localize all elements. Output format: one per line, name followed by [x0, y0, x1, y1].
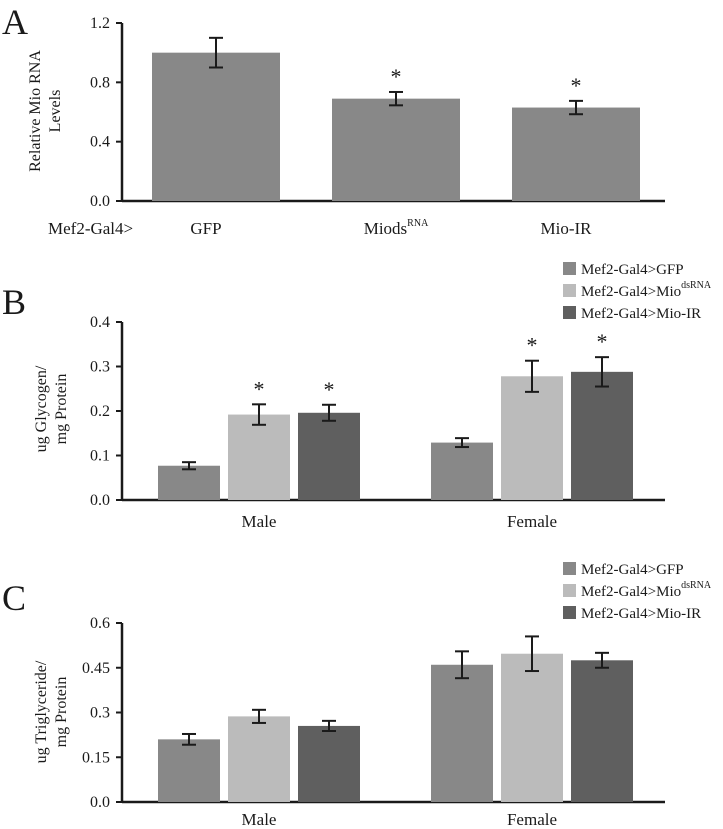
significance-marker: *	[597, 329, 608, 354]
y-tick-label: 1.2	[90, 15, 110, 32]
y-axis-label-line: Relative Mio RNA	[27, 50, 44, 172]
panel-b: Bug Glycogen/mg Protein 0.0 0.1 0.2 0.3 0.4 * *…	[2, 262, 712, 531]
y-tick-label: 0.0	[90, 193, 110, 210]
y-tick-label: 0.2	[90, 403, 110, 420]
x-tick-label: Male	[242, 810, 277, 829]
significance-marker: *	[571, 73, 582, 98]
significance-marker: *	[324, 377, 335, 402]
x-tick-label: Female	[507, 512, 557, 531]
y-tick-label: 0.8	[90, 74, 110, 91]
bar	[158, 739, 220, 802]
x-tick-label: Female	[507, 810, 557, 829]
y-axis-label-line: Levels	[47, 90, 64, 133]
y-tick-label: 0.3	[90, 705, 110, 722]
bar	[228, 716, 290, 802]
y-tick-label: 0.4	[90, 314, 110, 331]
significance-marker: *	[527, 333, 538, 358]
bar	[158, 465, 220, 500]
panel-label: B	[2, 282, 26, 322]
bar	[298, 412, 360, 500]
legend-swatch	[563, 606, 576, 619]
y-tick-label: 0.3	[90, 359, 110, 376]
bar	[571, 371, 633, 500]
legend-label: Mef2-Gal4>MiodsRNA	[581, 280, 712, 300]
panel-label: A	[2, 2, 28, 42]
bar	[512, 107, 640, 201]
y-tick-label: 0.4	[90, 134, 110, 151]
y-tick-label: 0.45	[82, 660, 110, 677]
significance-marker: *	[254, 376, 265, 401]
x-tick-label: Mio-IR	[541, 219, 593, 238]
x-tick-label: MiodsRNA	[364, 218, 429, 238]
y-axis-label-line: ug Glycogen/	[33, 365, 50, 452]
bar	[571, 660, 633, 802]
bar	[501, 376, 563, 500]
bar	[431, 442, 493, 500]
y-tick-label: 0.0	[90, 794, 110, 811]
y-tick-label: 0.15	[82, 749, 110, 766]
x-tick-label: GFP	[190, 219, 221, 238]
legend-label: Mef2-Gal4>Mio-IR	[581, 306, 701, 322]
legend-swatch	[563, 562, 576, 575]
bar	[501, 653, 563, 802]
legend-swatch	[563, 262, 576, 275]
legend-swatch	[563, 284, 576, 297]
legend-swatch	[563, 306, 576, 319]
y-axis-label-line: ug Triglyceride/	[33, 660, 50, 763]
panel-c: Cug Triglyceride/mg Protein 0.0 0.15 0.3 0.4…	[2, 562, 712, 829]
legend-label: Mef2-Gal4>MiodsRNA	[581, 580, 712, 600]
y-axis-label-line: mg Protein	[53, 677, 70, 748]
y-axis-label-line: mg Protein	[53, 374, 70, 445]
bar	[431, 664, 493, 802]
y-tick-label: 0.0	[90, 492, 110, 509]
y-tick-label: 0.1	[90, 448, 110, 465]
bar	[228, 414, 290, 500]
legend-label: Mef2-Gal4>Mio-IR	[581, 606, 701, 622]
panel-a: A Relative Mio RNA Levels 0.0 0.4 0.8 1.2 GFP * M…	[2, 2, 665, 238]
legend-label: Mef2-Gal4>GFP	[581, 562, 684, 578]
legend-swatch	[563, 584, 576, 597]
legend-label: Mef2-Gal4>GFP	[581, 262, 684, 278]
bar	[332, 98, 460, 201]
x-tick-label: Male	[242, 512, 277, 531]
significance-marker: *	[391, 64, 402, 89]
y-tick-label: 0.6	[90, 615, 110, 632]
x-axis-prefix: Mef2-Gal4>	[48, 219, 133, 238]
panel-label: C	[2, 578, 26, 618]
bar	[152, 52, 280, 201]
bar	[298, 725, 360, 802]
